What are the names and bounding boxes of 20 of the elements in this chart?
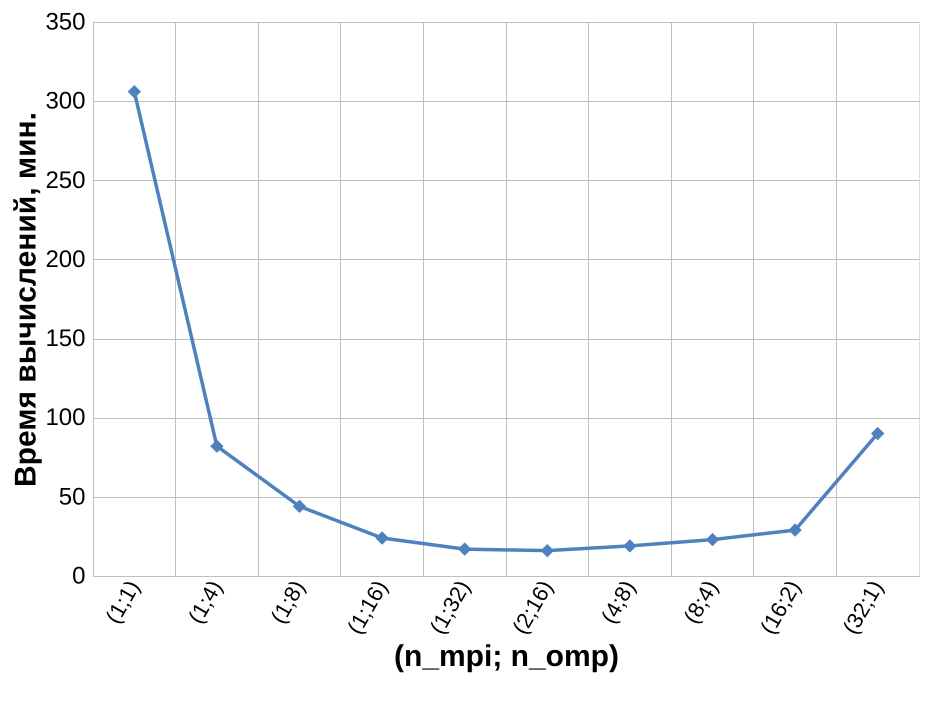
point (540, 544, 554, 558)
point (292, 500, 306, 514)
point (458, 542, 472, 556)
point (706, 532, 720, 546)
y-tick-label: 0 (72, 562, 86, 590)
y-tick-label: 250 (45, 166, 86, 194)
y-tick-label: 350 (45, 8, 86, 36)
y-tick-label: 100 (45, 404, 86, 432)
point (623, 539, 637, 553)
y-tick-label: 200 (45, 246, 86, 273)
y-tick-label: 50 (58, 483, 86, 510)
point (870, 426, 884, 440)
y-axis-title: Время вычислений, мин. (9, 112, 42, 488)
y-tick-label: 150 (45, 325, 86, 352)
point (128, 84, 142, 98)
x-axis-title: (n_mpi; n_omp) (394, 640, 619, 673)
y-tick-label: 300 (45, 88, 86, 115)
point (375, 531, 389, 545)
point (788, 523, 802, 537)
point (210, 440, 224, 453)
